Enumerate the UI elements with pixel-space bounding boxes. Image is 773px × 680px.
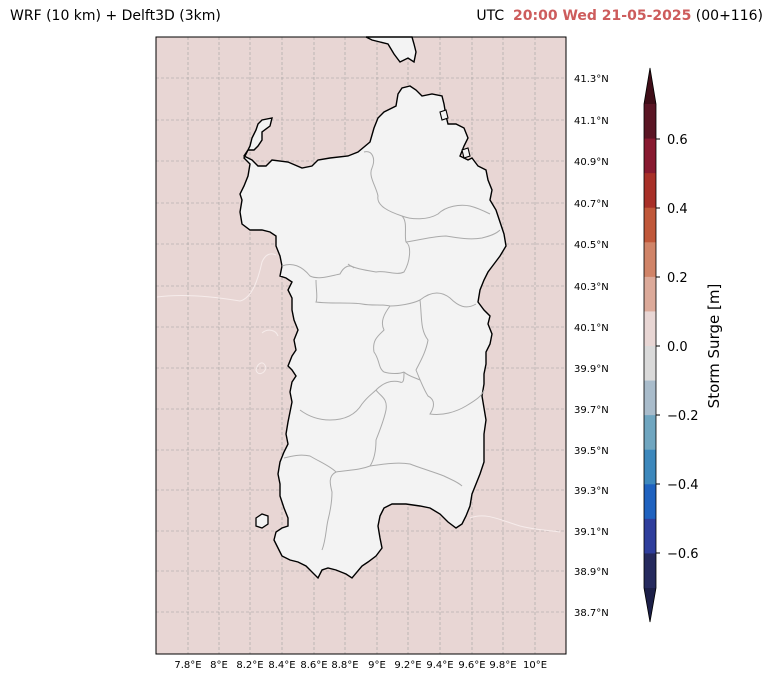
lon-label: 8°E — [210, 660, 228, 671]
colorbar-band — [644, 518, 656, 554]
lat-label: 41.3°N — [574, 74, 609, 85]
colorbar-band — [644, 449, 656, 485]
sant-antioco-island — [255, 513, 269, 529]
lat-label: 40.1°N — [574, 323, 609, 334]
lat-label: 39.9°N — [574, 364, 609, 375]
colorbar-band — [644, 380, 656, 416]
forecast-step: (00+116) — [695, 8, 763, 24]
tavolara-islet — [461, 147, 471, 159]
lat-label: 38.9°N — [574, 567, 609, 578]
lat-label: 40.5°N — [574, 240, 609, 251]
colorbar-ticks — [656, 138, 660, 554]
lat-label: 38.7°N — [574, 608, 609, 619]
colorbar-band — [644, 138, 656, 174]
colorbar-tick-label: 0.2 — [667, 271, 688, 286]
colorbar-tick-label: 0.0 — [667, 340, 688, 355]
colorbar-band — [644, 207, 656, 243]
colorbar-outline — [643, 67, 657, 623]
colorbar-tick-label: 0.6 — [667, 133, 688, 148]
lon-label: 8.6°E — [300, 660, 327, 671]
province-boundaries — [281, 151, 501, 551]
forecast-time: UTC 20:00 Wed 21-05-2025 (00+116) — [476, 8, 763, 24]
colorbar-band — [644, 484, 656, 520]
colorbar-band — [644, 346, 656, 382]
colorbar-band — [644, 242, 656, 278]
lon-label: 7.8°E — [174, 660, 201, 671]
utc-label: UTC — [476, 8, 505, 24]
lat-label: 39.1°N — [574, 527, 609, 538]
lon-label: 10°E — [523, 660, 547, 671]
map-title: WRF (10 km) + Delft3D (3km) — [10, 8, 221, 24]
lat-label: 41.1°N — [574, 116, 609, 127]
lat-label: 40.9°N — [574, 157, 609, 168]
latitude-axis: 41.3°N 41.1°N 40.9°N 40.7°N 40.5°N 40.3°… — [574, 74, 609, 619]
colorbar-extend-bottom — [644, 588, 656, 622]
lat-label: 40.3°N — [574, 282, 609, 293]
lon-label: 8.2°E — [236, 660, 263, 671]
colorbar-band — [644, 415, 656, 451]
colorbar-band — [644, 553, 656, 589]
lat-label: 39.7°N — [574, 405, 609, 416]
lon-label: 9.2°E — [394, 660, 421, 671]
colorbar-title: Storm Surge [m] — [705, 284, 723, 409]
colorbar-band — [644, 311, 656, 347]
longitude-axis: 7.8°E 8°E 8.2°E 8.4°E 8.6°E 8.8°E 9°E 9.… — [174, 660, 547, 671]
colorbar-tick-label: −0.4 — [667, 478, 699, 493]
corsica-land — [365, 36, 417, 64]
colorbar-band — [644, 173, 656, 209]
colorbar-extend-top — [644, 68, 656, 104]
lon-label: 9.6°E — [458, 660, 485, 671]
colorbar-tick-label: −0.6 — [667, 547, 699, 562]
valid-datetime: 20:00 Wed 21-05-2025 — [513, 8, 692, 24]
colorbar-band — [644, 104, 656, 140]
lon-label: 9.8°E — [489, 660, 516, 671]
colorbar: 0.6 0.4 0.2 0.0 −0.2 −0.4 −0.6 Storm Sur… — [643, 67, 723, 623]
lat-label: 39.3°N — [574, 486, 609, 497]
lon-label: 8.8°E — [331, 660, 358, 671]
la-maddalena-islet — [439, 109, 449, 121]
lon-label: 9.4°E — [426, 660, 453, 671]
surge-contours — [156, 253, 561, 533]
lat-label: 40.7°N — [574, 199, 609, 210]
colorbar-band — [644, 276, 656, 312]
colorbar-tick-label: −0.2 — [667, 409, 699, 424]
lon-label: 8.4°E — [268, 660, 295, 671]
colorbar-tick-label: 0.4 — [667, 202, 688, 217]
lon-label: 9°E — [368, 660, 386, 671]
map-frame — [155, 36, 567, 655]
lat-label: 39.5°N — [574, 446, 609, 457]
colorbar-bands — [644, 104, 656, 589]
